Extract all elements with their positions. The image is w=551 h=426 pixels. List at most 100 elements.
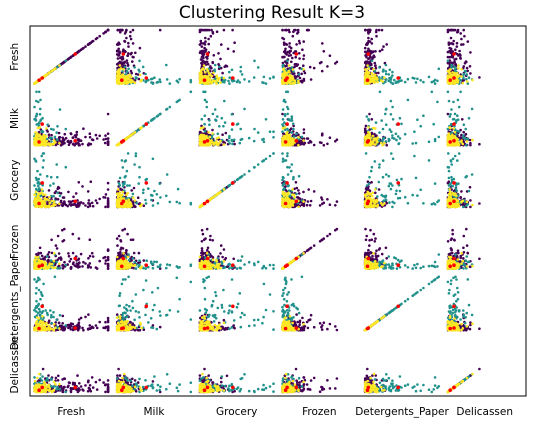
data-point [94,133,98,137]
data-point [90,201,94,205]
data-point [450,73,454,77]
data-point [38,137,41,140]
data-point [168,105,172,109]
data-point [54,141,57,144]
data-point [82,127,85,130]
centroid-point [40,181,44,185]
data-point [200,61,203,65]
data-point [287,54,291,57]
data-point [158,78,161,81]
data-point [104,134,107,137]
data-point [57,186,61,190]
data-point [125,169,129,173]
data-point [451,71,454,74]
data-point [398,116,402,120]
data-point [56,198,60,201]
data-point [77,138,81,141]
data-point [283,114,287,117]
data-point [204,71,207,74]
data-point [383,141,386,145]
data-point [116,57,120,60]
data-point [131,192,135,196]
data-point [465,80,469,83]
data-point [95,36,99,40]
data-point [381,143,384,147]
data-point [86,190,90,193]
data-point [286,112,290,116]
centroid-point [294,52,299,56]
data-point [363,61,367,64]
panel-Fresh-vs-Detergents_Paper [363,28,441,85]
data-point [69,140,73,144]
data-point [127,45,130,48]
data-point [215,82,218,85]
data-point [133,81,137,85]
data-point [466,40,470,43]
data-point [457,130,461,133]
centroid-point [73,139,77,143]
data-point [365,115,369,118]
data-point [414,81,418,84]
data-point [320,141,323,145]
data-point [367,119,371,122]
data-point [33,142,36,145]
data-point [127,204,130,208]
data-point [199,39,203,43]
data-point [50,69,54,73]
data-point [202,64,206,67]
data-point [308,65,312,69]
data-point [384,63,388,67]
data-point [67,57,70,61]
data-point [126,63,130,67]
data-point [210,74,214,78]
data-point [226,47,230,51]
data-point [372,54,376,57]
data-point [134,72,138,76]
data-point [71,136,75,139]
data-point [203,46,206,50]
data-point [208,69,212,73]
data-point [147,187,150,190]
data-point [365,134,369,138]
centroid-point [294,139,299,143]
data-point [125,28,128,32]
data-point [37,90,41,94]
data-point [211,132,214,135]
data-point [91,204,95,208]
data-point [34,160,38,163]
data-point [130,71,133,75]
data-point [446,69,450,73]
data-point [155,115,159,118]
data-point [305,137,309,140]
data-point [155,193,159,196]
data-point [469,72,472,75]
data-point [452,100,455,104]
data-point [149,193,153,197]
data-point [116,188,120,191]
data-point [446,59,450,63]
data-point [200,126,203,130]
data-point [50,133,53,137]
data-point [378,49,382,53]
data-point [62,139,65,143]
data-point [294,28,297,32]
data-point [133,131,137,134]
data-point [118,42,121,46]
data-point [302,57,305,61]
data-point [288,42,291,45]
centroid-point [202,140,207,144]
data-point [385,143,389,147]
data-point [469,143,472,147]
data-point [151,204,155,207]
data-point [55,163,58,166]
panel-Fresh-vs-Fresh [33,28,110,85]
data-point [67,190,70,194]
panel-Milk-vs-Delicassen [446,90,481,147]
data-point [126,70,129,74]
data-point [374,50,377,53]
data-point [397,142,401,145]
data-point [42,159,45,162]
data-point [465,143,468,147]
centroid-point [202,78,207,82]
centroid-point [73,52,77,56]
